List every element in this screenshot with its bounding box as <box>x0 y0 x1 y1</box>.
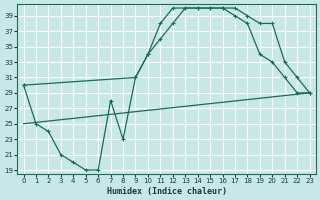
X-axis label: Humidex (Indice chaleur): Humidex (Indice chaleur) <box>107 187 227 196</box>
